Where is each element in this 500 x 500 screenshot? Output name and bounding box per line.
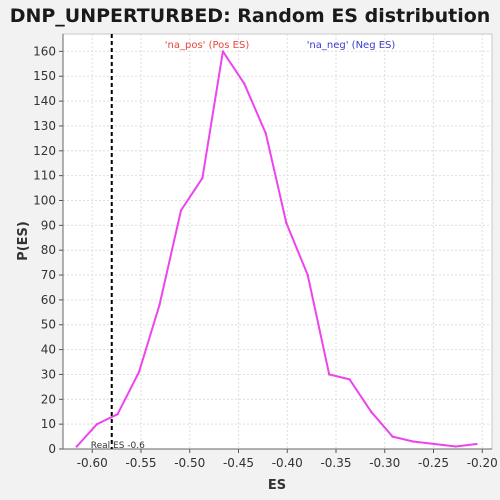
data-point [116,413,119,416]
legend-entry: 'na_neg' (Neg ES) [307,40,396,51]
y-tick-label: 0 [48,442,56,456]
axes: 0 10 20 30 40 50 60 70 80 90 100 110 120 130 140 150 160… [33,34,498,470]
y-tick-label: 140 [33,94,56,108]
x-tick-label: -0.35 [320,456,351,470]
data-point [306,273,309,277]
y-tick-label: 30 [41,367,56,381]
series [75,50,478,448]
y-tick-label: 130 [33,119,56,133]
legend: 'na_pos' (Pos ES) 'na_neg' (Neg ES) [165,40,396,51]
y-tick-label: 60 [41,293,56,307]
data-point [179,209,183,212]
data-point [137,370,141,374]
x-tick-label: -0.45 [223,456,254,470]
x-tick-label: -0.30 [369,456,400,470]
data-point [75,445,78,448]
y-tick-label: 20 [41,392,56,406]
data-point [454,445,458,448]
y-tick-label: 90 [41,218,56,232]
x-tick-label: -0.40 [272,456,303,470]
plot-area [62,33,493,450]
data-point [433,442,436,446]
y-tick-label: 50 [41,318,56,332]
data-point [391,435,394,438]
x-tick-label: -0.55 [125,456,156,470]
x-tick-label: -0.50 [174,456,205,470]
x-tick-label: -0.60 [77,456,108,470]
data-point [327,373,331,376]
y-tick-label: 100 [33,193,56,207]
y-tick-label: 80 [41,243,56,257]
series-line [75,50,477,448]
chart-title: DNP_UNPERTURBED: Random ES distribution [10,5,491,27]
data-point [475,442,478,446]
data-point [411,440,415,443]
data-point [221,50,225,53]
y-tick-label: 70 [41,268,56,282]
annotations: Real ES -0.6 [91,34,145,451]
x-axis-label: ES [268,478,286,493]
y-tick-label: 110 [33,169,56,183]
data-point [95,422,99,426]
y-tick-label: 150 [33,69,56,83]
x-tick-label: -0.25 [418,456,449,470]
data-point [285,221,288,225]
grid [63,34,492,450]
y-tick-label: 40 [41,343,56,357]
data-point [348,378,351,381]
y-tick-label: 120 [33,144,56,158]
x-tick-label: -0.20 [467,456,498,470]
real-es-label: Real ES -0.6 [91,441,145,451]
data-point [264,132,267,135]
y-axis-label: P(ES) [16,221,31,261]
data-point [158,303,161,307]
data-point [369,410,373,413]
legend-entry: 'na_pos' (Pos ES) [165,40,250,51]
data-point [201,176,204,180]
y-tick-label: 160 [33,44,56,58]
y-tick-label: 10 [41,417,56,431]
data-point [243,82,246,85]
